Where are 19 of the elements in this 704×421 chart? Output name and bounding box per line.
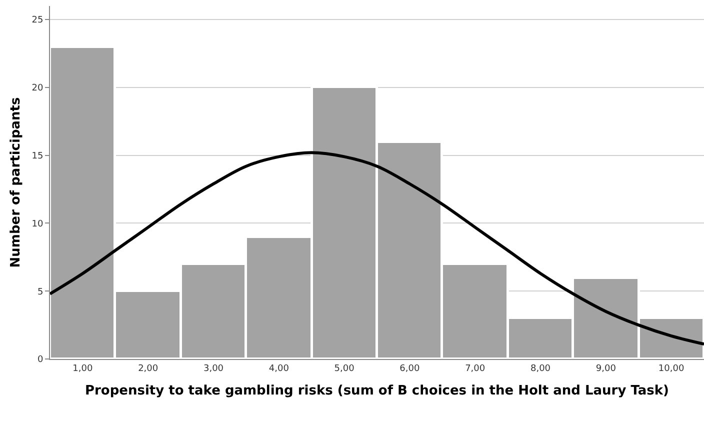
x-tick-label: 4,00: [268, 364, 290, 374]
y-tick-label: 20: [32, 84, 44, 94]
y-tick-label: 0: [37, 355, 44, 366]
x-tick-label: 10,00: [658, 364, 684, 374]
x-tick-label: 2,00: [138, 364, 158, 374]
line-series: [50, 151, 704, 346]
y-tick-label: 25: [32, 16, 44, 26]
x-tick-label: 3,00: [203, 364, 224, 374]
x-tick-label: 6,00: [400, 364, 420, 374]
x-tick-label: 5,00: [334, 364, 355, 374]
x-tick-label: 7,00: [465, 364, 486, 374]
y-tick-label: 10: [32, 219, 44, 230]
x-tick-label: 1,00: [72, 364, 93, 374]
x-axis-title: Propensity to take gambling risks (sum of B choices in the Holt and Laury Task): [84, 383, 670, 398]
y-tick-label: 5: [37, 287, 44, 298]
y-axis-title: Number of participants: [8, 97, 24, 268]
x-tick-label: 8,00: [530, 364, 551, 374]
x-tick-label: 9,00: [596, 364, 616, 374]
y-tick-label: 15: [32, 152, 44, 162]
